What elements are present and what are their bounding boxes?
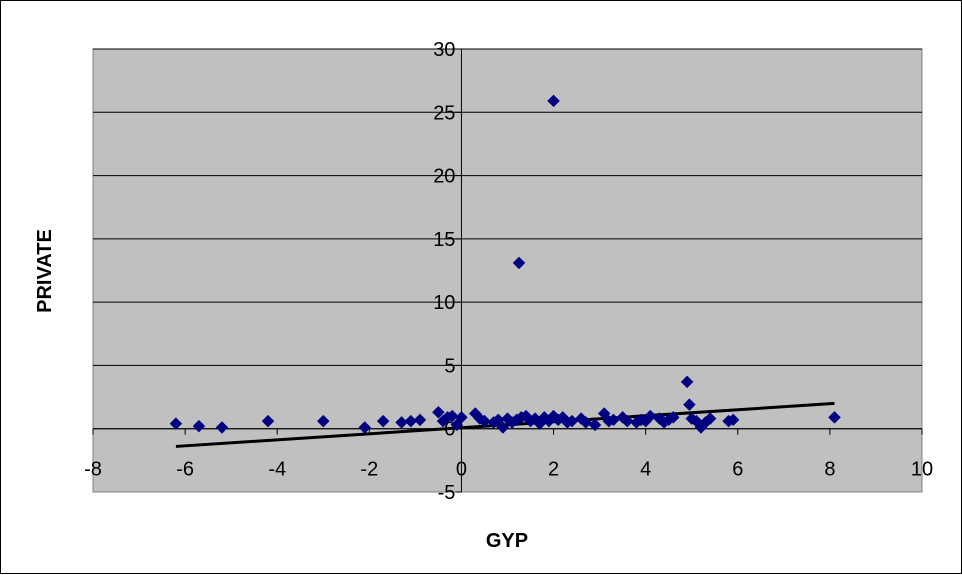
data-point: [445, 409, 459, 423]
x-tick-label: 8: [824, 459, 835, 481]
data-point: [680, 375, 694, 389]
data-point: [512, 256, 526, 270]
x-tick-label: 10: [911, 459, 933, 481]
x-tick-label: -2: [360, 459, 378, 481]
data-point: [643, 409, 657, 423]
data-point: [376, 414, 390, 428]
y-tick-label: 15: [433, 229, 455, 251]
data-point: [432, 405, 445, 419]
data-point: [620, 414, 634, 428]
data-point: [703, 412, 717, 425]
x-tick-label: 2: [548, 459, 559, 481]
x-tick-label: 6: [732, 459, 743, 481]
y-tick-label: 30: [433, 39, 455, 61]
data-point: [496, 421, 510, 434]
data-point: [261, 414, 275, 428]
y-tick-label: 10: [433, 292, 455, 314]
x-tick-label: 0: [456, 459, 467, 481]
y-tick-label: 5: [444, 355, 455, 377]
x-tick-label: -6: [176, 459, 194, 481]
x-tick-label: -8: [84, 459, 102, 481]
data-point: [413, 413, 427, 427]
data-points: [169, 94, 841, 434]
data-point: [588, 418, 602, 432]
data-point: [666, 410, 680, 424]
x-axis-title: GYP: [486, 530, 528, 552]
data-point: [455, 410, 468, 424]
y-axis-title: PRIVATE: [34, 229, 56, 313]
data-point: [192, 419, 206, 433]
x-tick-label: -4: [268, 459, 286, 481]
data-point: [316, 414, 330, 428]
y-tick-label: 20: [433, 166, 455, 188]
data-point: [169, 417, 183, 431]
data-point: [547, 94, 560, 108]
data-point: [215, 421, 229, 434]
data-point: [828, 410, 841, 424]
y-tick-label: -5: [438, 482, 456, 504]
data-point: [579, 416, 593, 429]
x-tick-label: 4: [640, 459, 651, 481]
data-point: [683, 398, 696, 412]
data-point: [726, 413, 740, 427]
data-point: [478, 414, 491, 428]
data-point: [358, 421, 372, 434]
y-tick-label: 25: [433, 102, 455, 124]
